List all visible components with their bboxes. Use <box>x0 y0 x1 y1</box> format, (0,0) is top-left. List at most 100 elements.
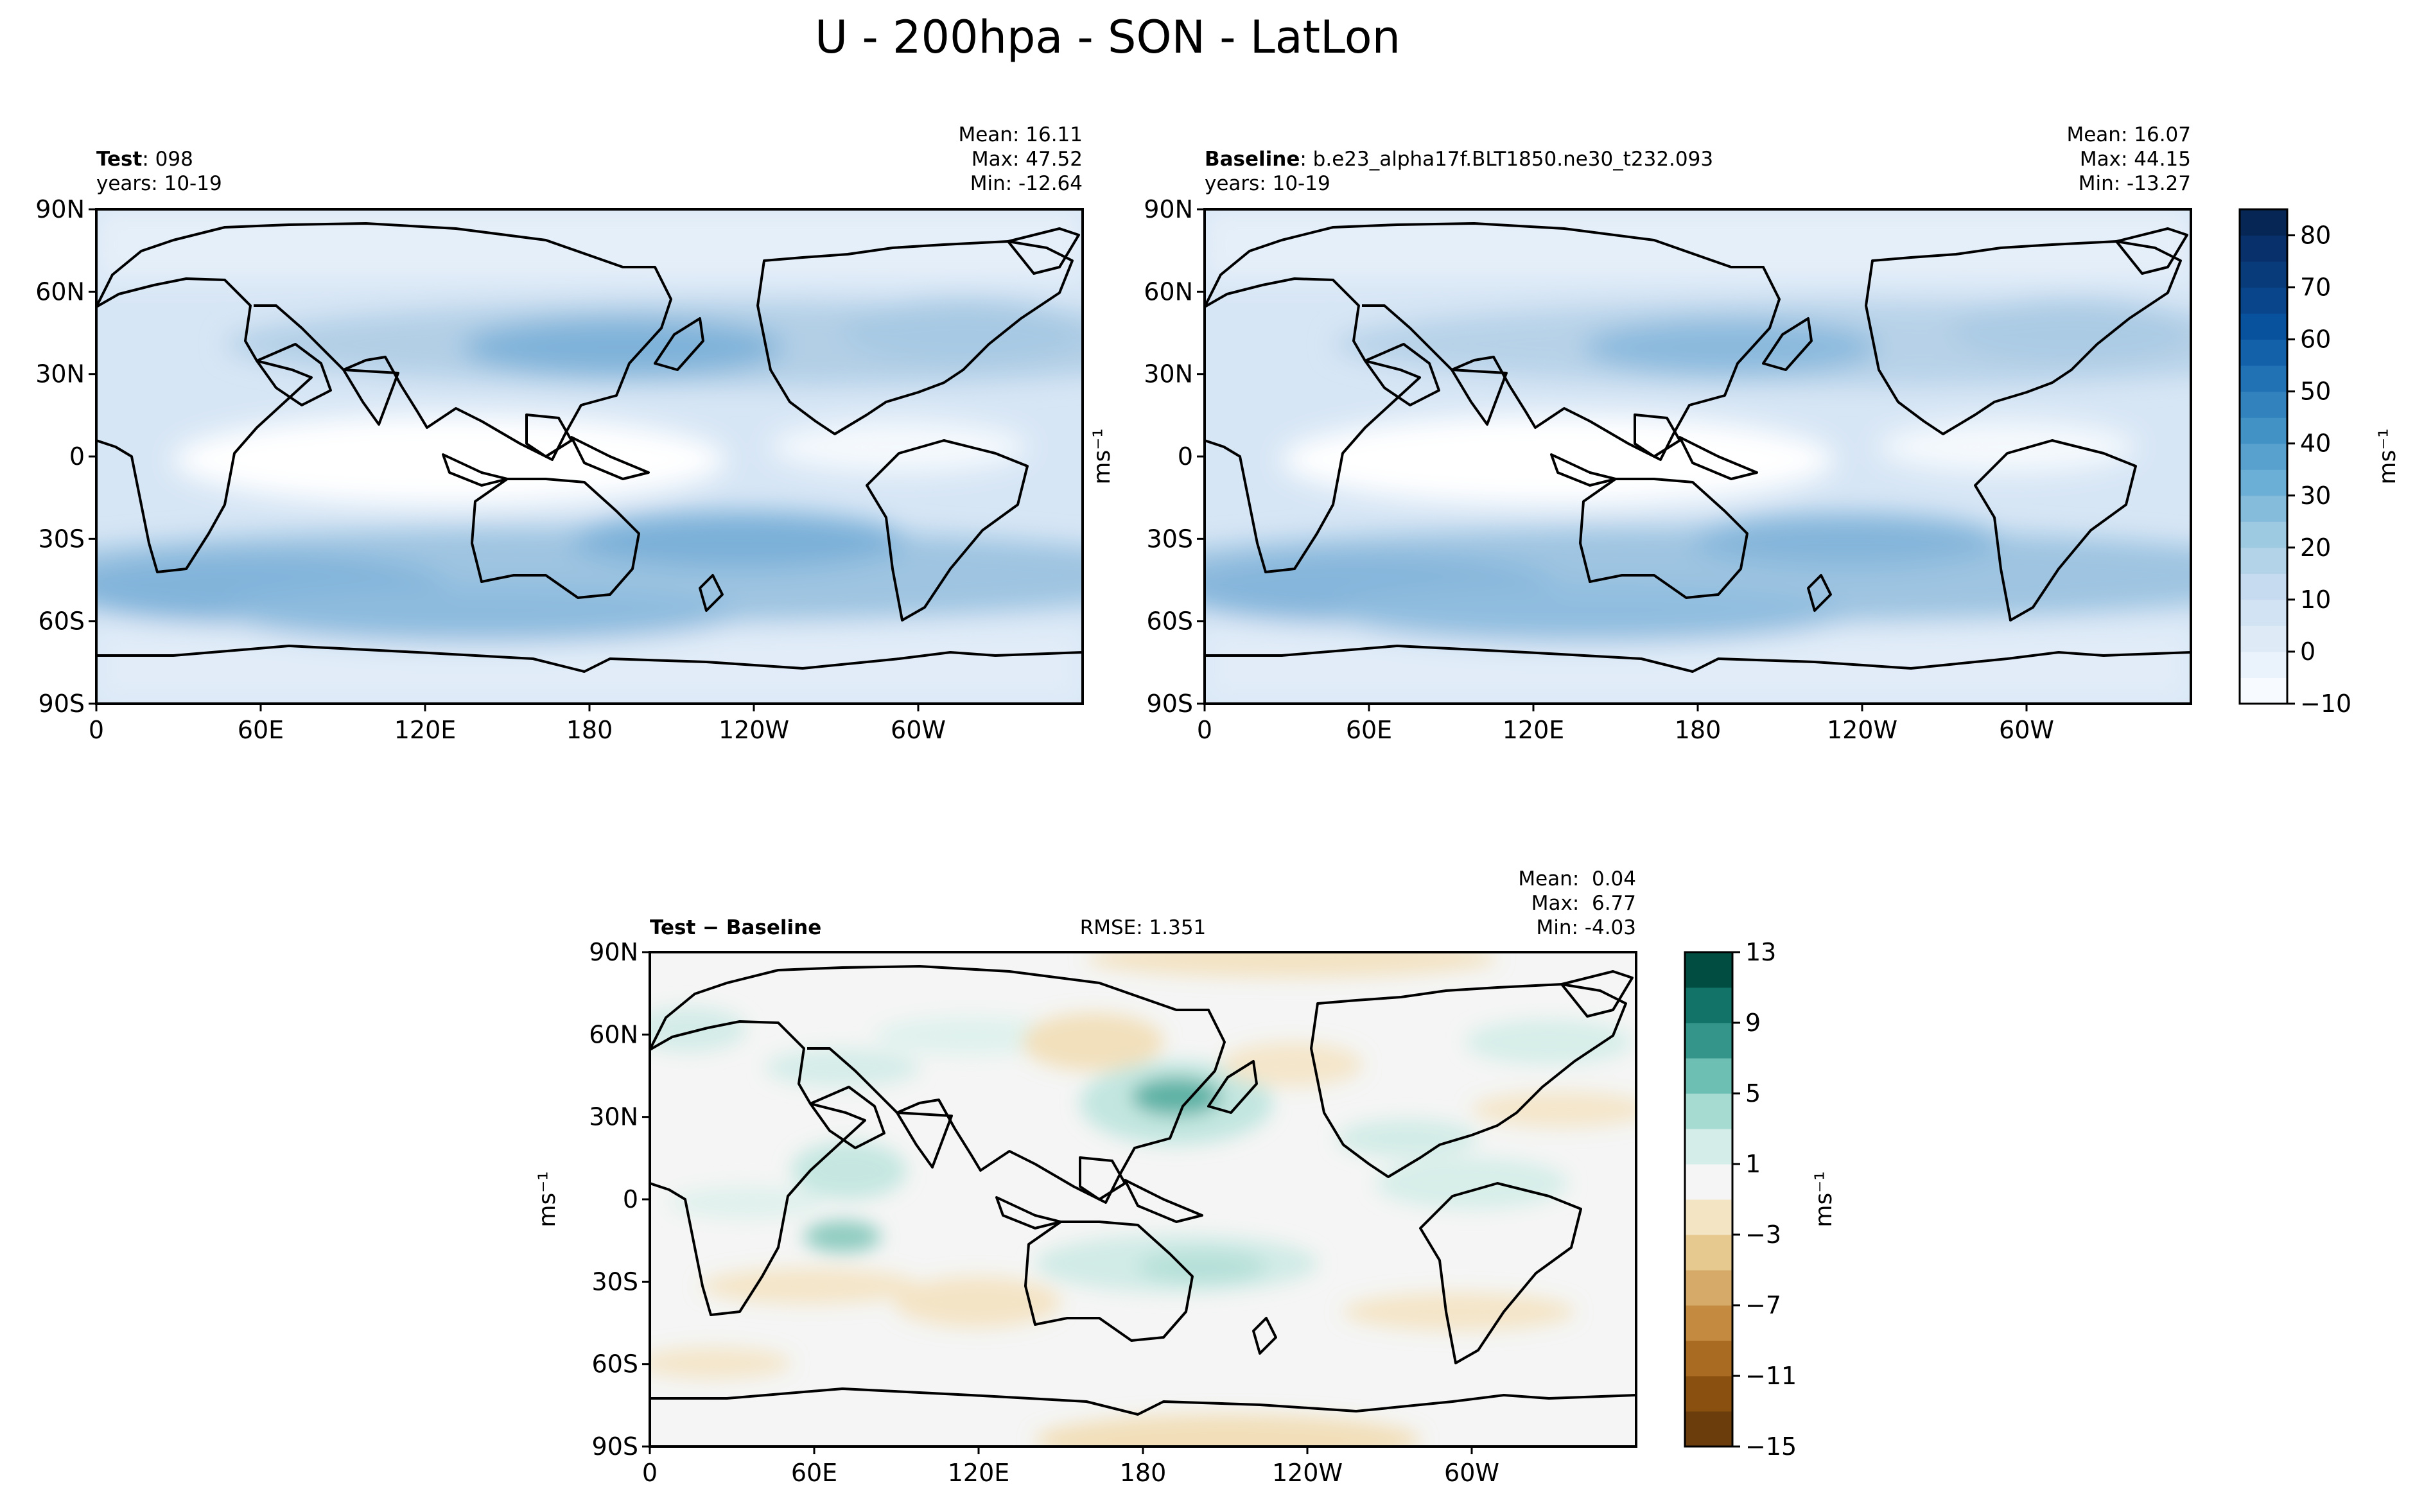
x-tick-label: 60W <box>1444 1459 1499 1487</box>
difference-panel: Test − Baseline RMSE: 1.351 Mean: 0.04 M… <box>534 867 1637 1487</box>
baseline-colorbar-swatches <box>2240 209 2287 704</box>
baseline-stat-min: Min: -13.27 <box>2079 172 2191 195</box>
colorbar-swatch <box>2240 313 2287 340</box>
colorbar-swatch <box>1685 1164 1732 1200</box>
difference-colorbar-frame <box>1684 951 1734 1448</box>
colorbar-swatch <box>2240 235 2287 262</box>
colorbar-swatch <box>2240 495 2287 522</box>
colorbar-swatch <box>1685 1411 1732 1447</box>
colorbar-tick-label: 9 <box>1745 1009 1761 1037</box>
y-tick-label: 60N <box>589 1020 638 1048</box>
x-tick-label: 0 <box>1197 716 1212 744</box>
x-tick-label: 180 <box>1120 1459 1167 1487</box>
colorbar-tick-label: −11 <box>1745 1362 1797 1390</box>
x-tick-label: 120W <box>719 716 789 744</box>
y-tick-label: 30S <box>592 1267 638 1296</box>
test-stat-max: Max: 47.52 <box>972 148 1083 171</box>
colorbar-tick-label: −7 <box>1745 1291 1781 1319</box>
colorbar-swatch <box>2240 339 2287 366</box>
difference-colorbar: 13 9 5 1 −3 −7 −11 −15 ms⁻¹ <box>1684 938 1837 1461</box>
colorbar-swatch <box>2240 651 2287 678</box>
colorbar-tick-label: −10 <box>2300 690 2351 718</box>
test-stat-mean: Mean: 16.11 <box>958 123 1083 146</box>
y-tick-label: 90N <box>1144 195 1193 223</box>
colorbar-tick-label: 5 <box>1745 1079 1761 1108</box>
colorbar-tick-label: 60 <box>2300 326 2331 354</box>
difference-stat-min: Min: -4.03 <box>1536 916 1636 939</box>
difference-colorbar-ticks: 13 9 5 1 −3 −7 −11 −15 <box>1732 938 1797 1461</box>
baseline-colorbar-label: ms⁻¹ <box>2375 428 2401 484</box>
y-tick-label: 90N <box>589 938 638 966</box>
y-tick-label: 90S <box>592 1432 638 1461</box>
baseline-colorbar: 80 70 60 50 40 30 20 10 0 −10 ms⁻¹ <box>2238 208 2401 718</box>
difference-rmse: RMSE: 1.351 <box>1080 916 1207 939</box>
y-tick-label: 0 <box>1178 442 1193 471</box>
colorbar-swatch <box>2240 521 2287 548</box>
y-tick-label: 30N <box>1144 360 1193 388</box>
colorbar-swatch <box>1685 1093 1732 1129</box>
x-tick-label: 120W <box>1827 716 1897 744</box>
y-tick-label: 30S <box>1147 525 1193 553</box>
colorbar-swatch <box>2240 391 2287 418</box>
colorbar-swatch <box>2240 287 2287 314</box>
baseline-label-bold: Baseline <box>1205 148 1300 171</box>
x-tick-label: 0 <box>89 716 104 744</box>
x-tick-label: 60W <box>891 716 946 744</box>
colorbar-swatch <box>1685 1341 1732 1377</box>
baseline-ylabel: ms⁻¹ <box>1089 428 1115 484</box>
colorbar-swatch <box>2240 677 2287 704</box>
x-tick-label: 120E <box>1503 716 1565 744</box>
colorbar-swatch <box>2240 417 2287 444</box>
x-tick-label: 60E <box>1346 716 1392 744</box>
y-tick-label: 60S <box>592 1350 638 1378</box>
x-tick-label: 180 <box>1675 716 1722 744</box>
colorbar-swatch <box>2240 261 2287 288</box>
colorbar-swatch <box>2240 547 2287 574</box>
difference-y-axis: 90N 60N 30N 0 30S 60S 90S <box>589 938 650 1461</box>
colorbar-swatch <box>1685 987 1732 1023</box>
difference-stat-max: Max: 6.77 <box>1531 892 1636 915</box>
colorbar-swatch <box>1685 1058 1732 1094</box>
y-tick-label: 0 <box>69 442 85 471</box>
y-tick-label: 60N <box>1144 277 1193 306</box>
figure-title: U - 200hpa - SON - LatLon <box>815 11 1400 64</box>
baseline-years: years: 10-19 <box>1205 172 1330 195</box>
colorbar-tick-label: 70 <box>2300 274 2331 302</box>
baseline-label: Baseline: b.e23_alpha17f.BLT1850.ne30_t2… <box>1205 148 1713 171</box>
colorbar-swatch <box>2240 209 2287 236</box>
difference-label: Test − Baseline <box>650 916 821 939</box>
test-field <box>96 209 1083 704</box>
colorbar-tick-label: 30 <box>2300 482 2331 510</box>
baseline-panel: Baseline: b.e23_alpha17f.BLT1850.ne30_t2… <box>1089 123 2192 744</box>
colorbar-tick-label: −15 <box>1745 1432 1797 1461</box>
y-tick-label: 60S <box>1147 607 1193 636</box>
colorbar-tick-label: 1 <box>1745 1150 1761 1178</box>
test-label-case: : 098 <box>142 148 193 171</box>
colorbar-swatch <box>1685 1235 1732 1271</box>
baseline-stat-max: Max: 44.15 <box>2080 148 2191 171</box>
baseline-colorbar-ticks: 80 70 60 50 40 30 20 10 0 −10 <box>2287 222 2351 718</box>
colorbar-tick-label: 80 <box>2300 222 2331 250</box>
colorbar-tick-label: 40 <box>2300 430 2331 458</box>
colorbar-swatch <box>1685 1023 1732 1059</box>
colorbar-tick-label: 13 <box>1745 938 1776 966</box>
x-tick-label: 180 <box>566 716 613 744</box>
difference-stat-mean: Mean: 0.04 <box>1518 867 1636 891</box>
difference-field <box>650 952 1636 1447</box>
y-tick-label: 0 <box>623 1185 638 1213</box>
x-tick-label: 0 <box>642 1459 658 1487</box>
baseline-y-axis: 90N 60N 30N 0 30S 60S 90S <box>1144 195 1205 718</box>
y-tick-label: 30N <box>589 1103 638 1131</box>
x-tick-label: 120W <box>1272 1459 1343 1487</box>
colorbar-swatch <box>2240 625 2287 652</box>
colorbar-tick-label: −3 <box>1745 1221 1781 1249</box>
difference-ylabel: ms⁻¹ <box>534 1171 561 1227</box>
test-stat-min: Min: -12.64 <box>970 172 1083 195</box>
test-y-axis: 90N 60N 30N 0 30S 60S 90S <box>35 195 96 718</box>
baseline-field <box>1205 209 2191 704</box>
y-tick-label: 60N <box>35 277 85 306</box>
difference-colorbar-label: ms⁻¹ <box>1811 1171 1837 1227</box>
test-panel: Test: 098 years: 10-19 Mean: 16.11 Max: … <box>35 123 1084 744</box>
baseline-x-axis: 0 60E 120E 180 120W 60W <box>1197 704 2054 744</box>
x-tick-label: 120E <box>394 716 457 744</box>
